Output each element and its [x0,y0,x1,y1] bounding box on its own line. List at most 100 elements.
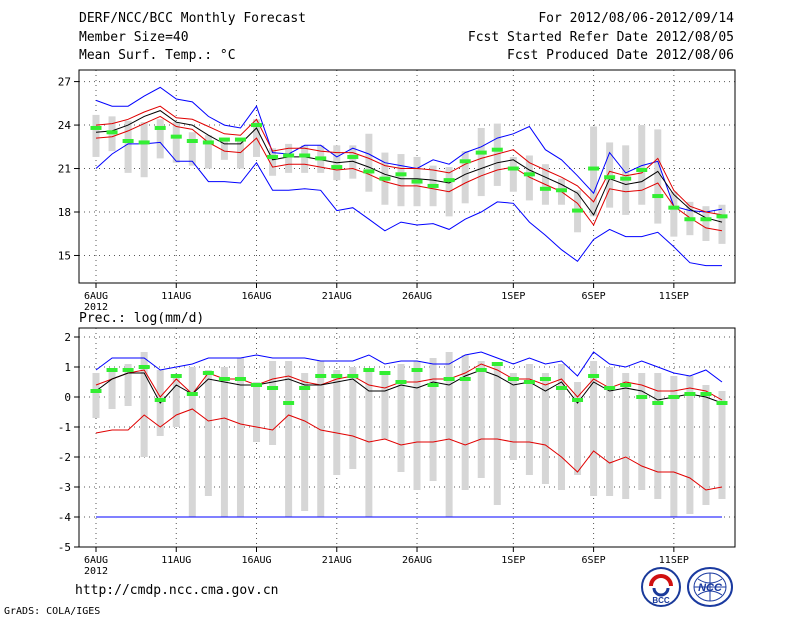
temperature-spread-box [477,127,485,197]
temperature-spread-box [493,123,501,186]
temperature-observed-marker [283,153,295,158]
precipitation-spread-box [622,373,630,499]
precipitation-observed-marker [604,386,616,390]
precipitation-spread-box [220,367,228,517]
precipitation-observed-marker [331,374,343,378]
precipitation-observed-marker [299,386,311,390]
ncc-logo-text: NCC [698,582,723,594]
member-size: Member Size=40 [79,30,189,45]
precipitation-spread-box [140,352,148,457]
chart-title: DERF/NCC/BCC Monthly Forecast [79,11,306,26]
precipitation-series-lower-line [95,408,723,491]
precipitation-spread-box [349,367,357,469]
temperature-spread-box [702,206,710,241]
temperature-observed-marker [138,140,150,145]
precipitation-observed-marker [459,377,471,381]
precipitation-y-tick-label: -3 [58,481,71,494]
temperature-observed-marker [555,188,567,193]
precipitation-observed-marker [700,392,712,396]
precipitation-spread-box [654,373,662,499]
temperature-observed-marker [331,165,343,170]
temperature-observed-marker [202,140,214,145]
bcc-logo-text: BCC [652,596,670,605]
precipitation-spread-box [108,370,116,409]
precipitation-spread-box [188,367,196,517]
precipitation-x-tick-label: 6AUG [84,555,108,566]
precipitation-spread-box [204,370,212,496]
precipitation-observed-marker [684,392,696,396]
temperature-observed-marker [411,179,423,184]
temperature-spread-box [525,155,533,201]
bcc-logo: BCC [641,567,681,607]
temperature-observed-marker [668,205,680,210]
temperature-observed-marker [427,183,439,188]
precipitation-observed-marker [234,377,246,381]
temperature-observed-marker [620,176,632,181]
temperature-spread-box [638,125,646,205]
precipitation-spread-box [333,370,341,475]
precipitation-spread-box [525,364,533,475]
precipitation-year-label: 2012 [84,566,108,577]
precipitation-spread-box [92,373,100,418]
temperature-spread-box [365,133,373,192]
precipitation-y-tick-label: -2 [58,451,71,464]
precipitation-observed-marker [491,362,503,366]
precipitation-observed-marker [379,371,391,375]
precipitation-spread-box [702,385,710,505]
precipitation-observed-marker [652,401,664,405]
precipitation-observed-marker [106,368,118,372]
temperature-series-max-line [95,86,723,213]
temperature-observed-marker [90,125,102,130]
precipitation-spread-box [574,382,582,475]
precipitation-observed-marker [411,368,423,372]
precipitation-y-tick-label: -1 [58,421,71,434]
temperature-observed-marker [716,214,728,219]
temperature-spread-box [236,141,244,169]
temperature-spread-box [140,122,148,178]
precipitation-spread-box [317,361,325,517]
precipitation-spread-box [285,361,293,517]
precipitation-y-tick-label: 2 [64,331,71,344]
temperature-observed-marker [379,176,391,181]
precipitation-observed-marker [443,377,455,381]
precipitation-observed-marker [283,401,295,405]
precipitation-observed-marker [186,392,198,396]
precipitation-observed-marker [122,368,134,372]
forecast-produced-date: Fcst Produced Date 2012/08/06 [507,48,734,63]
precipitation-x-tick-label: 11SEP [659,555,689,566]
precipitation-x-tick-label: 11AUG [161,555,191,566]
precipitation-observed-marker [475,368,487,372]
precipitation-observed-marker [363,368,375,372]
temperature-observed-marker [459,159,471,164]
temperature-series-lower-line [95,115,723,232]
temperature-observed-marker [636,167,648,172]
temperature-observed-marker [443,178,455,183]
temperature-observed-marker [475,150,487,155]
temperature-spread-box [204,135,212,169]
source-url[interactable]: http://cmdp.ncc.cma.gov.cn [75,583,279,598]
temperature-observed-marker [363,169,375,174]
precipitation-x-tick-label: 16AUG [241,555,271,566]
temperature-observed-marker [652,194,664,199]
temperature-observed-marker [234,137,246,142]
temperature-x-tick-label: 6SEP [582,291,606,302]
temperature-observed-marker [700,217,712,222]
precipitation-observed-marker [154,398,166,402]
precipitation-spread-box [124,364,132,406]
temperature-spread-box [92,114,100,157]
precipitation-spread-box [477,361,485,478]
forecast-period: For 2012/08/06-2012/09/14 [538,11,734,26]
temperature-observed-marker [604,175,616,180]
precipitation-observed-marker [427,383,439,387]
temperature-x-tick-label: 21AUG [322,291,352,302]
precipitation-observed-marker [555,386,567,390]
precipitation-spread-box [381,373,389,439]
precipitation-spread-box [686,376,694,514]
precipitation-y-tick-label: 0 [64,391,71,404]
precipitation-observed-marker [588,374,600,378]
precipitation-spread-box [397,364,405,472]
precipitation-observed-marker [395,380,407,384]
precipitation-observed-marker [347,374,359,378]
